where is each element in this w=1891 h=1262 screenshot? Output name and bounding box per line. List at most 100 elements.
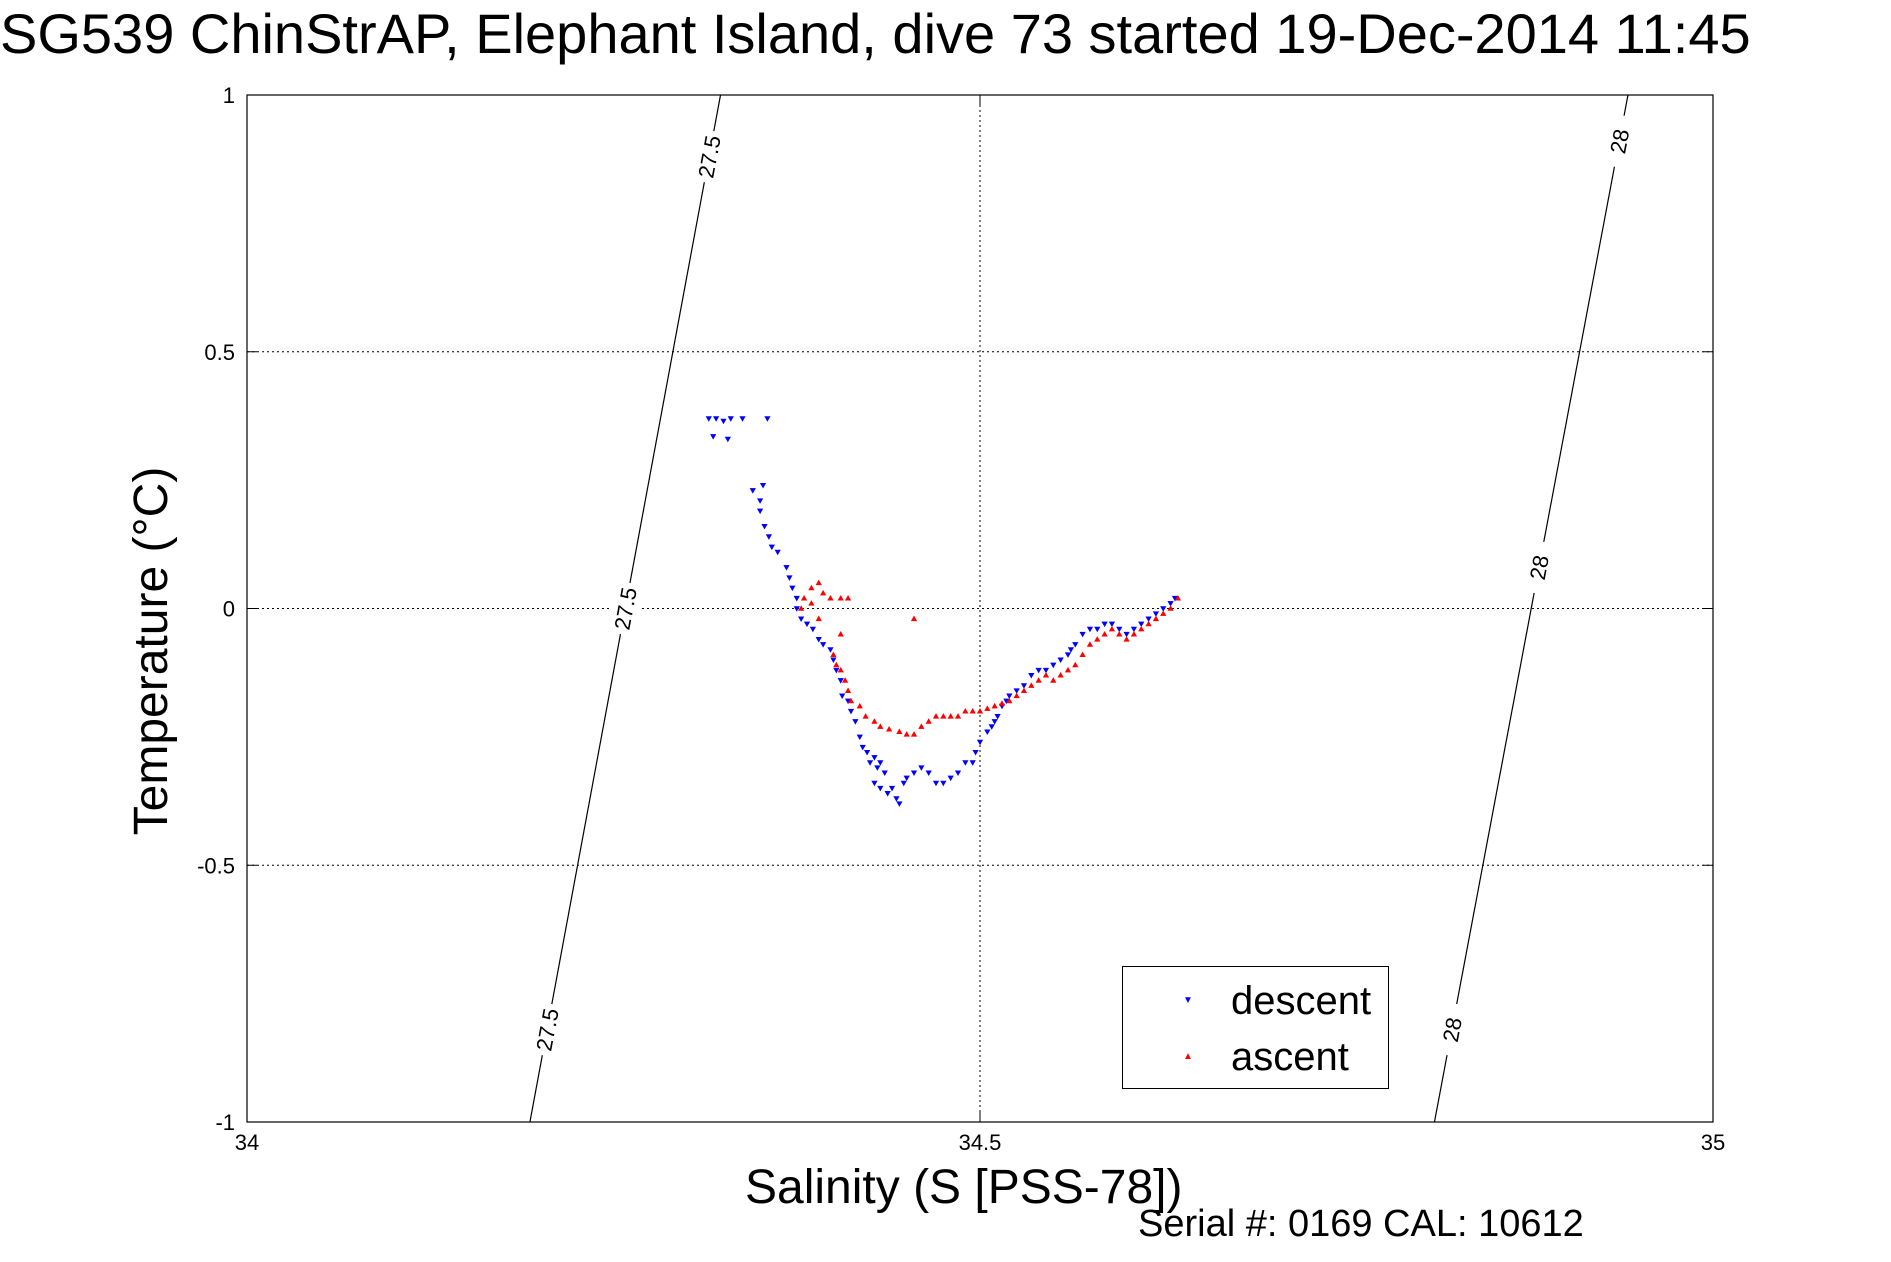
chart-title: SG539 ChinStrAP, Elephant Island, dive 7… bbox=[0, 2, 1751, 65]
contour-label-bg bbox=[528, 1001, 566, 1058]
contour-label-bg bbox=[606, 580, 644, 637]
descent-point bbox=[789, 585, 796, 592]
contour-label-bg bbox=[1433, 1001, 1471, 1058]
descent-point bbox=[893, 796, 900, 802]
ascent-point bbox=[837, 630, 844, 637]
axes-layer: 34 34.5 35 -1 -0.5 0 0.5 1 bbox=[197, 83, 1725, 1155]
descent-point bbox=[871, 780, 878, 787]
x-tick-label: 34 bbox=[235, 1130, 259, 1155]
ascent-point bbox=[998, 700, 1006, 706]
descent-point bbox=[759, 482, 767, 489]
descent-point bbox=[852, 719, 859, 725]
descent-point bbox=[1086, 626, 1094, 633]
ascent-point bbox=[1079, 651, 1086, 658]
ascent-marker-icon: ▲ bbox=[1183, 1051, 1193, 1062]
contour-label-28: 28 bbox=[1438, 1015, 1467, 1044]
ascent-point bbox=[947, 713, 954, 719]
contour-label-28: 28 bbox=[1605, 127, 1634, 156]
legend-label-ascent: ascent bbox=[1231, 1035, 1349, 1079]
ascent-point bbox=[833, 661, 840, 668]
descent-point bbox=[881, 770, 888, 777]
descent-point bbox=[724, 436, 731, 443]
ascent-point bbox=[1167, 605, 1174, 611]
contour-label-28: 28 bbox=[1525, 553, 1554, 582]
legend-item-descent: ▼ descent bbox=[1123, 977, 1388, 1027]
descent-point bbox=[761, 524, 768, 530]
descent-point bbox=[1145, 616, 1152, 622]
ascent-point bbox=[918, 723, 925, 729]
x-tick-label: 34.5 bbox=[959, 1130, 1002, 1155]
descent-point bbox=[925, 770, 932, 777]
descent-point bbox=[994, 714, 1001, 720]
descent-point bbox=[765, 534, 773, 540]
ascent-point bbox=[820, 589, 827, 596]
descent-point bbox=[954, 770, 962, 777]
descent-point bbox=[764, 416, 771, 422]
ascent-point bbox=[1174, 595, 1182, 601]
ascent-point bbox=[830, 651, 837, 658]
series-ascent bbox=[798, 579, 1182, 737]
x-tick-label: 35 bbox=[1701, 1130, 1725, 1155]
descent-point bbox=[877, 785, 884, 792]
descent-point bbox=[1067, 647, 1075, 653]
descent-point bbox=[1028, 672, 1035, 679]
descent-point bbox=[896, 801, 903, 807]
contour-label-bg bbox=[1600, 113, 1638, 170]
ascent-point bbox=[1035, 677, 1042, 683]
descent-point bbox=[1013, 688, 1020, 694]
contour-label-bg bbox=[1520, 539, 1558, 596]
ascent-point bbox=[877, 723, 884, 729]
descent-point bbox=[1108, 621, 1116, 628]
ascent-point bbox=[962, 707, 969, 714]
isopycnal-28 bbox=[1433, 94, 1629, 1123]
ascent-point bbox=[862, 713, 869, 719]
descent-point bbox=[1138, 621, 1145, 628]
ascent-point bbox=[1050, 677, 1057, 683]
descent-point bbox=[1167, 601, 1174, 607]
descent-point bbox=[991, 719, 998, 725]
descent-point bbox=[1130, 626, 1138, 633]
ascent-point bbox=[1101, 630, 1108, 637]
grid-layer bbox=[247, 95, 1713, 1122]
descent-point bbox=[774, 549, 781, 556]
descent-point bbox=[1072, 642, 1079, 648]
y-tick-label: -1 bbox=[215, 1110, 235, 1135]
descent-point bbox=[962, 760, 969, 766]
descent-point bbox=[705, 416, 712, 422]
ascent-point bbox=[1072, 661, 1079, 668]
descent-point bbox=[1006, 693, 1013, 700]
descent-point bbox=[1035, 667, 1042, 674]
descent-point bbox=[1064, 652, 1072, 658]
ascent-point bbox=[1094, 636, 1101, 642]
ascent-point bbox=[925, 718, 932, 724]
ascent-point bbox=[1086, 641, 1094, 647]
descent-point bbox=[918, 765, 925, 771]
ascent-point bbox=[844, 687, 852, 693]
descent-point bbox=[1101, 621, 1108, 628]
ascent-point bbox=[1028, 682, 1035, 688]
descent-point bbox=[786, 575, 793, 581]
ascent-point bbox=[903, 731, 910, 737]
descent-marker-icon: ▼ bbox=[1183, 995, 1193, 1006]
ascent-point bbox=[847, 697, 855, 704]
descent-point bbox=[969, 760, 976, 766]
ascent-point bbox=[910, 615, 918, 622]
descent-point bbox=[1020, 683, 1028, 689]
descent-point bbox=[1123, 631, 1130, 638]
ascent-point bbox=[984, 705, 991, 711]
descent-point bbox=[947, 775, 954, 782]
descent-point bbox=[874, 765, 881, 771]
descent-point bbox=[756, 498, 764, 504]
ascent-point bbox=[856, 702, 863, 709]
ascent-point bbox=[1042, 672, 1050, 678]
descent-point bbox=[1042, 667, 1050, 674]
ascent-point bbox=[815, 579, 822, 586]
descent-point bbox=[783, 565, 790, 571]
ascent-point bbox=[940, 713, 947, 719]
descent-point bbox=[710, 434, 717, 440]
ascent-point bbox=[896, 728, 903, 735]
ascent-point bbox=[1130, 630, 1138, 637]
descent-point bbox=[839, 693, 846, 700]
descent-point bbox=[910, 770, 918, 777]
